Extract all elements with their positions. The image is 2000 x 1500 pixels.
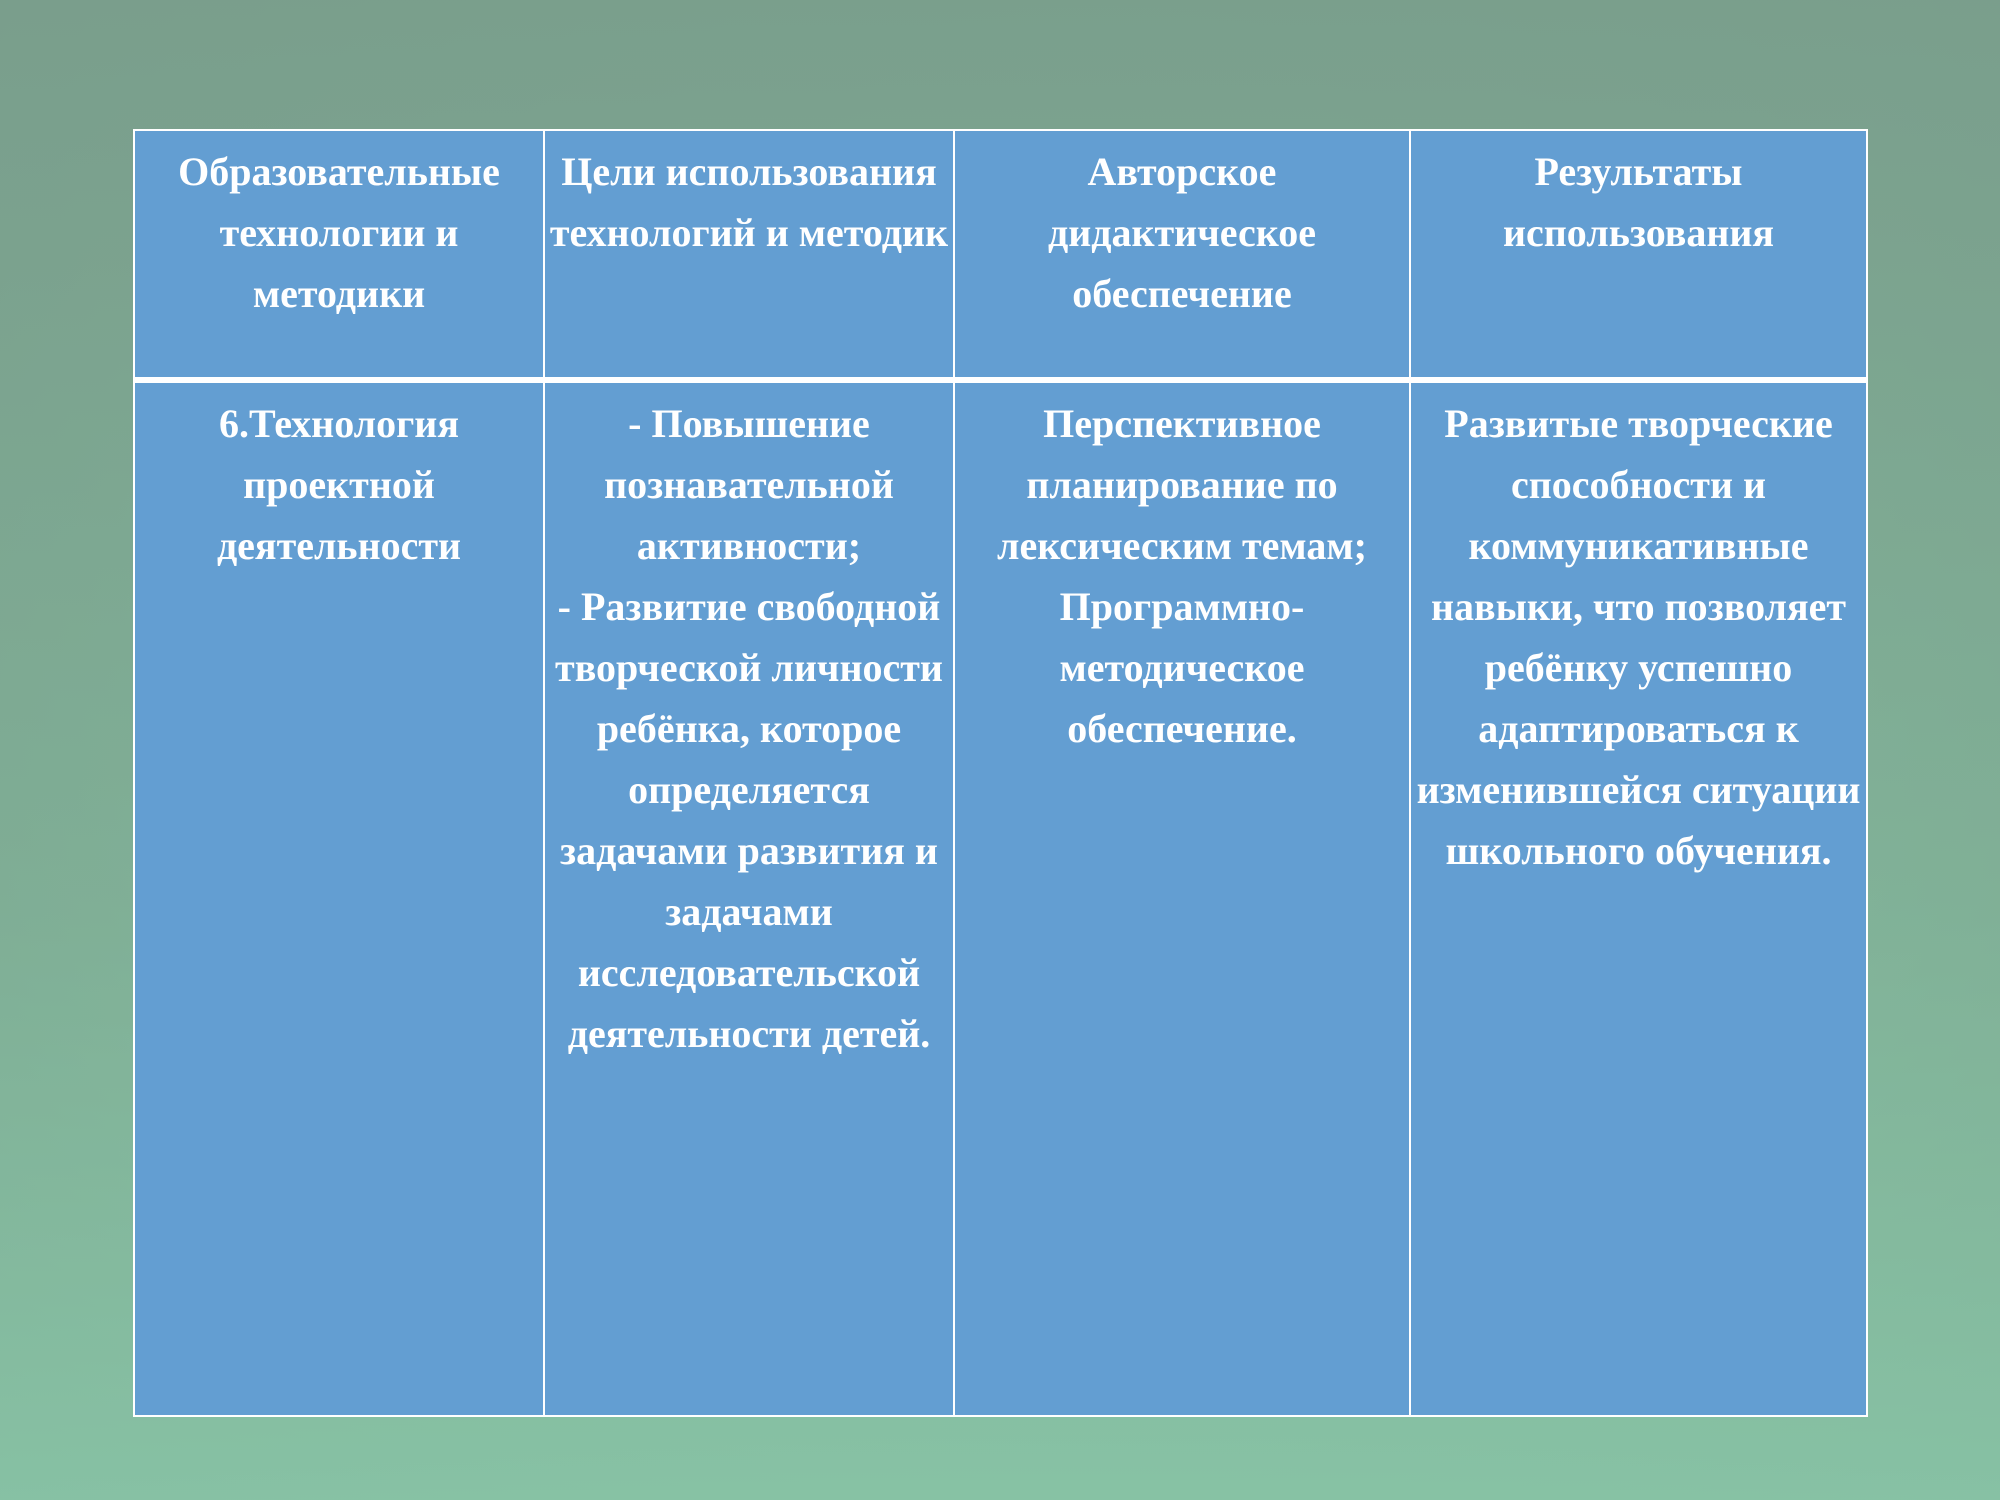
table-cell: - Повышение познавательной активности; -…: [543, 379, 955, 1417]
header-text: Результаты использования: [1502, 149, 1775, 255]
header-cell: Образовательные технологии и методики: [133, 129, 545, 381]
cell-text: 6.Технология проектной деятельности: [216, 401, 462, 568]
cell-text: Перспективное планирование по лексически…: [997, 401, 1367, 751]
header-cell: Результаты использования: [1409, 129, 1868, 381]
table-cell: 6.Технология проектной деятельности: [133, 379, 545, 1417]
header-cell: Авторское дидактическое обеспечение: [953, 129, 1411, 381]
header-cell: Цели использования технологий и методик: [543, 129, 955, 381]
header-text: Цели использования технологий и методик: [549, 149, 949, 255]
cell-text: Развитые творческие способности и коммун…: [1416, 401, 1861, 873]
technologies-table: Образовательные технологии и методики Це…: [133, 129, 1868, 1417]
table-cell: Перспективное планирование по лексически…: [953, 379, 1411, 1417]
cell-text: - Повышение познавательной активности; -…: [555, 401, 943, 1056]
table-cell: Развитые творческие способности и коммун…: [1409, 379, 1868, 1417]
table-row: 6.Технология проектной деятельности - По…: [133, 379, 1868, 1417]
header-text: Образовательные технологии и методики: [178, 149, 500, 316]
header-text: Авторское дидактическое обеспечение: [1047, 149, 1317, 316]
header-row: Образовательные технологии и методики Це…: [133, 129, 1868, 381]
